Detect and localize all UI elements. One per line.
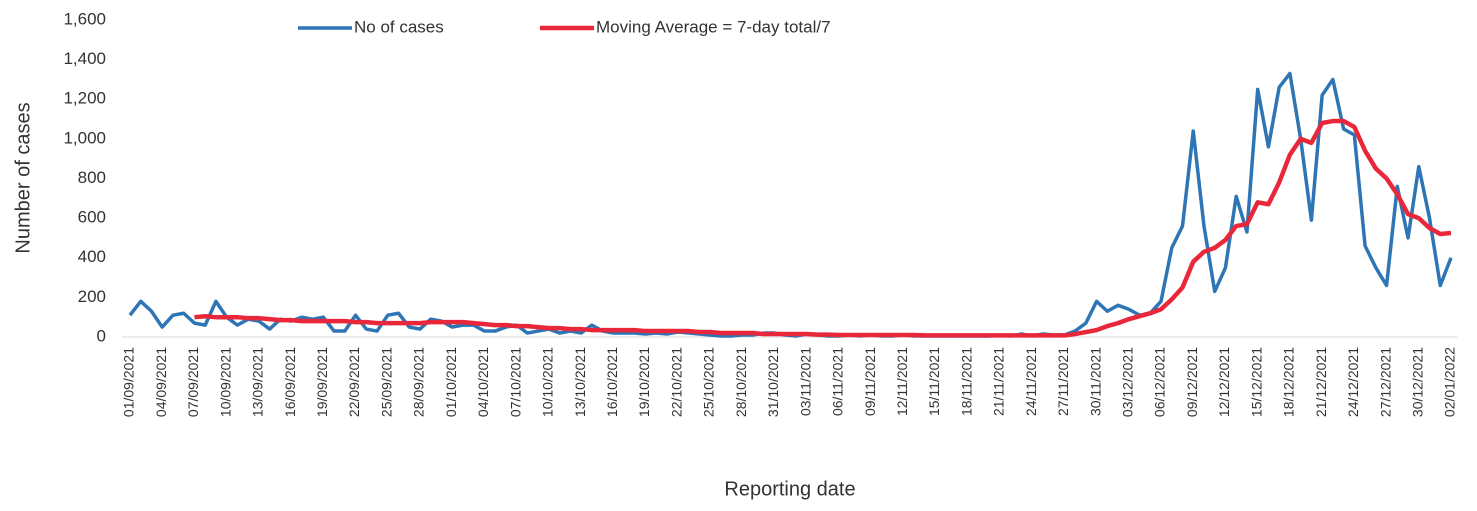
- legend-label: No of cases: [354, 17, 444, 36]
- x-tick-label: 01/10/2021: [443, 347, 459, 417]
- x-tick-label: 04/09/2021: [153, 347, 169, 417]
- x-tick-label: 24/11/2021: [1023, 347, 1039, 416]
- x-tick-label: 10/10/2021: [540, 347, 556, 417]
- y-axis-label: Number of cases: [12, 102, 34, 253]
- x-tick-label: 09/11/2021: [862, 347, 878, 416]
- x-tick-label: 18/12/2021: [1281, 347, 1297, 417]
- y-tick-label: 1,200: [63, 89, 106, 108]
- x-tick-label: 02/01/2022: [1442, 347, 1458, 417]
- x-tick-label: 21/12/2021: [1313, 347, 1329, 417]
- y-tick-label: 1,400: [63, 49, 106, 68]
- x-tick-label: 22/10/2021: [668, 347, 684, 417]
- x-tick-label: 07/09/2021: [185, 347, 201, 417]
- x-tick-label: 04/10/2021: [475, 347, 491, 417]
- x-tick-label: 31/10/2021: [765, 347, 781, 417]
- x-tick-label: 01/09/2021: [121, 347, 137, 417]
- x-tick-label: 27/11/2021: [1055, 347, 1071, 416]
- y-tick-label: 200: [78, 287, 106, 306]
- x-tick-label: 16/09/2021: [282, 347, 298, 417]
- y-tick-label: 0: [97, 326, 106, 345]
- x-tick-label: 03/12/2021: [1120, 347, 1136, 417]
- y-tick-label: 1,600: [63, 9, 106, 28]
- x-tick-label: 28/09/2021: [411, 347, 427, 417]
- x-tick-label: 19/10/2021: [636, 347, 652, 417]
- x-tick-label: 06/12/2021: [1152, 347, 1168, 417]
- x-tick-label: 10/09/2021: [217, 347, 233, 417]
- x-tick-label: 13/09/2021: [250, 347, 266, 417]
- x-tick-label: 06/11/2021: [830, 347, 846, 416]
- x-tick-label: 15/12/2021: [1248, 347, 1264, 417]
- x-tick-label: 25/10/2021: [701, 347, 717, 417]
- x-tick-label: 16/10/2021: [604, 347, 620, 417]
- x-tick-label: 19/09/2021: [314, 347, 330, 417]
- y-tick-label: 600: [78, 208, 106, 227]
- x-tick-label: 03/11/2021: [797, 347, 813, 416]
- x-tick-label: 12/11/2021: [894, 347, 910, 416]
- x-tick-label: 30/12/2021: [1409, 347, 1425, 417]
- x-tick-label: 25/09/2021: [378, 347, 394, 417]
- x-tick-label: 30/11/2021: [1087, 347, 1103, 416]
- x-tick-label: 09/12/2021: [1184, 347, 1200, 417]
- x-tick-label: 07/10/2021: [507, 347, 523, 417]
- x-tick-label: 24/12/2021: [1345, 347, 1361, 417]
- x-tick-label: 28/10/2021: [733, 347, 749, 417]
- x-tick-label: 13/10/2021: [572, 347, 588, 417]
- x-tick-label: 15/11/2021: [926, 347, 942, 416]
- y-tick-label: 1,000: [63, 128, 106, 147]
- x-tick-label: 22/09/2021: [346, 347, 362, 417]
- x-tick-label: 21/11/2021: [991, 347, 1007, 416]
- x-tick-label: 18/11/2021: [958, 347, 974, 416]
- x-axis-label: Reporting date: [724, 478, 855, 500]
- y-tick-label: 800: [78, 168, 106, 187]
- x-tick-label: 27/12/2021: [1377, 347, 1393, 417]
- y-tick-label: 400: [78, 247, 106, 266]
- legend-label: Moving Average = 7-day total/7: [596, 17, 831, 36]
- series-line: [194, 118, 1452, 338]
- series-line: [128, 71, 1453, 338]
- x-tick-label: 12/12/2021: [1216, 347, 1232, 417]
